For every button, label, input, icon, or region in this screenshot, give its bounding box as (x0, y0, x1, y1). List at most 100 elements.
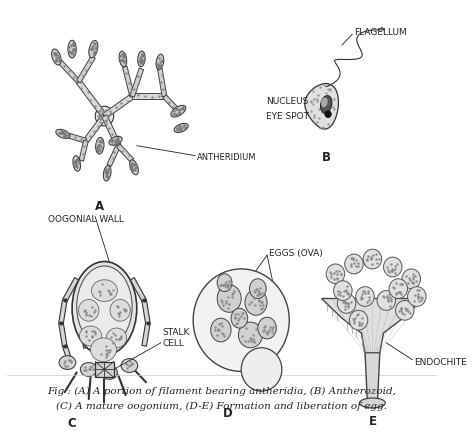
Ellipse shape (320, 95, 332, 113)
Polygon shape (142, 300, 150, 324)
Polygon shape (142, 323, 150, 346)
Ellipse shape (96, 137, 104, 154)
Text: STALK
CELL: STALK CELL (163, 328, 190, 347)
Ellipse shape (91, 338, 117, 361)
Circle shape (241, 348, 282, 391)
Circle shape (377, 291, 395, 310)
Text: ENDOCHITE: ENDOCHITE (414, 358, 467, 367)
Circle shape (408, 286, 426, 307)
Polygon shape (59, 323, 67, 346)
Polygon shape (79, 323, 88, 348)
Polygon shape (84, 114, 107, 143)
Text: OOGONIAL WALL: OOGONIAL WALL (48, 215, 124, 224)
Polygon shape (123, 66, 135, 97)
Ellipse shape (137, 51, 145, 67)
Circle shape (95, 106, 114, 126)
Circle shape (326, 264, 345, 284)
Polygon shape (103, 94, 134, 119)
Polygon shape (305, 84, 338, 129)
Ellipse shape (130, 160, 138, 175)
Polygon shape (81, 273, 93, 301)
Ellipse shape (106, 328, 127, 348)
Polygon shape (132, 93, 164, 99)
Ellipse shape (238, 322, 263, 348)
Circle shape (325, 111, 331, 118)
Ellipse shape (73, 156, 81, 171)
Text: D: D (222, 407, 232, 420)
Ellipse shape (258, 317, 276, 339)
Text: C: C (68, 417, 76, 430)
Polygon shape (58, 60, 80, 83)
Polygon shape (321, 299, 423, 353)
Ellipse shape (103, 166, 111, 181)
Ellipse shape (59, 356, 76, 369)
Ellipse shape (211, 318, 231, 342)
Polygon shape (130, 278, 146, 302)
Polygon shape (163, 95, 180, 113)
Polygon shape (69, 133, 87, 143)
Polygon shape (102, 115, 121, 147)
Circle shape (395, 300, 414, 320)
Polygon shape (59, 300, 67, 324)
Text: (C) A mature oogonium, (D-E) Formation and liberation of egg.: (C) A mature oogonium, (D-E) Formation a… (56, 402, 387, 411)
Circle shape (356, 286, 374, 307)
Ellipse shape (109, 136, 122, 145)
Ellipse shape (68, 40, 76, 58)
Polygon shape (158, 68, 167, 97)
Ellipse shape (245, 290, 267, 315)
Polygon shape (77, 56, 95, 83)
Text: ANTHERIDIUM: ANTHERIDIUM (197, 153, 256, 162)
Polygon shape (95, 361, 114, 377)
Circle shape (193, 269, 289, 371)
Text: FLAGELLUM: FLAGELLUM (354, 28, 407, 37)
Polygon shape (365, 353, 380, 400)
Ellipse shape (121, 359, 138, 372)
Polygon shape (107, 145, 120, 167)
Circle shape (363, 249, 382, 269)
Ellipse shape (81, 363, 97, 376)
Ellipse shape (52, 49, 61, 65)
Text: E: E (368, 415, 376, 428)
Ellipse shape (79, 300, 99, 321)
Ellipse shape (217, 274, 232, 292)
Ellipse shape (171, 106, 186, 117)
Text: Fig : (A) A portion of filament bearing antheridia, (B) Antherozoid,: Fig : (A) A portion of filament bearing … (47, 387, 396, 396)
Ellipse shape (359, 398, 385, 408)
Polygon shape (117, 144, 134, 162)
Polygon shape (79, 300, 85, 324)
Text: B: B (322, 150, 331, 164)
Polygon shape (130, 68, 144, 97)
Polygon shape (127, 296, 135, 320)
Ellipse shape (77, 266, 132, 347)
Ellipse shape (156, 54, 164, 70)
Text: NUCLEUS: NUCLEUS (266, 97, 309, 106)
Polygon shape (121, 273, 132, 297)
Text: EGGS (OVA): EGGS (OVA) (269, 249, 323, 258)
Ellipse shape (101, 365, 118, 379)
Ellipse shape (56, 129, 70, 139)
Circle shape (337, 293, 356, 313)
Circle shape (345, 254, 363, 274)
Polygon shape (79, 140, 88, 161)
Circle shape (349, 310, 368, 330)
Ellipse shape (91, 280, 118, 301)
Ellipse shape (72, 262, 137, 355)
Ellipse shape (174, 123, 188, 133)
Ellipse shape (231, 308, 248, 328)
Ellipse shape (80, 326, 101, 346)
Text: EYE SPOT: EYE SPOT (266, 112, 309, 121)
Ellipse shape (110, 300, 130, 321)
Ellipse shape (217, 285, 241, 312)
Circle shape (402, 269, 420, 289)
Circle shape (389, 279, 408, 299)
Circle shape (383, 257, 402, 277)
Text: A: A (95, 200, 104, 213)
Polygon shape (63, 278, 79, 302)
Polygon shape (63, 345, 74, 368)
Circle shape (334, 281, 352, 300)
Polygon shape (76, 80, 107, 118)
Ellipse shape (249, 279, 266, 299)
Ellipse shape (89, 41, 98, 58)
Ellipse shape (321, 98, 328, 107)
Ellipse shape (119, 51, 127, 67)
